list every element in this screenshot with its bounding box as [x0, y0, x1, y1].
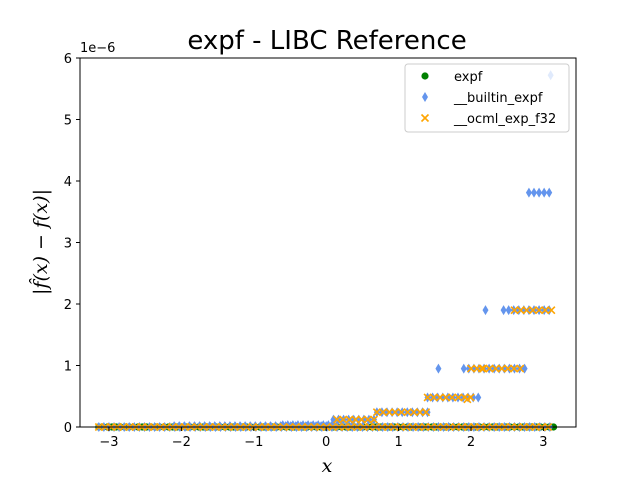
data-point	[500, 305, 507, 316]
y-tick-label: 4	[64, 175, 72, 190]
data-point	[531, 187, 538, 198]
y-tick-label: 6	[64, 52, 72, 67]
data-point	[372, 408, 381, 417]
data-point	[435, 363, 442, 374]
data-point	[466, 364, 476, 373]
data-point	[516, 306, 525, 315]
y-axis: 0 1 2 3 4 5 6	[64, 52, 80, 436]
x-tick-label: 3	[539, 435, 547, 450]
x-tick-label: −3	[99, 435, 118, 450]
legend-label: __builtin_expf	[453, 91, 543, 106]
data-point	[391, 408, 400, 417]
x-axis-label: x	[322, 455, 333, 477]
legend-box	[404, 63, 570, 133]
data-point	[516, 364, 525, 373]
data-point	[485, 364, 494, 373]
legend-marker	[422, 92, 428, 102]
y-tick-label: 2	[64, 298, 72, 313]
y-tick-label: 5	[64, 114, 72, 129]
data-point	[460, 363, 467, 374]
data-point	[369, 415, 379, 424]
x-axis: −3 −2 −1 0 1 2 3	[99, 427, 548, 450]
x-tick-label: 0	[322, 435, 330, 450]
data-point	[345, 415, 354, 424]
data-point	[415, 408, 425, 417]
data-point	[463, 395, 472, 404]
legend-label: __ocml_exp_f32	[453, 112, 556, 127]
legend-item: __builtin_expf	[422, 91, 543, 106]
data-point	[536, 187, 543, 198]
legend: expf __builtin_expf __ocml_exp_f32	[404, 63, 570, 133]
data-point	[541, 187, 548, 198]
x-tick-label: 2	[467, 435, 475, 450]
data-point	[363, 415, 372, 424]
data-point	[497, 364, 506, 373]
data-point	[510, 364, 519, 373]
data-point	[339, 415, 348, 424]
y-axis-label: |f̂(x) − f(x)|	[29, 189, 52, 295]
data-point	[535, 306, 544, 315]
chart-title: expf - LIBC Reference	[187, 26, 466, 56]
data-point	[503, 364, 513, 373]
data-point	[409, 408, 418, 417]
data-point	[505, 305, 512, 316]
data-point	[351, 415, 360, 424]
legend-item: __ocml_exp_f32	[420, 112, 556, 127]
data-point	[525, 187, 532, 198]
legend-label: expf	[454, 70, 483, 85]
data-point	[378, 408, 388, 417]
legend-item: expf	[421, 70, 483, 85]
data-point	[547, 306, 556, 315]
data-point	[448, 393, 457, 402]
legend-marker	[421, 72, 429, 80]
data-point	[429, 393, 438, 402]
data-point	[403, 408, 412, 417]
y-tick-label: 3	[64, 237, 72, 252]
data-point	[522, 306, 531, 315]
legend-marker	[420, 113, 430, 123]
data-point	[482, 305, 489, 316]
x-tick-label: −1	[244, 435, 263, 450]
data-point	[422, 408, 431, 417]
data-point	[477, 364, 486, 373]
data-point	[510, 306, 519, 315]
data-point	[475, 392, 482, 403]
data-point	[435, 393, 444, 402]
data-point	[454, 393, 463, 402]
x-tick-label: −2	[172, 435, 191, 450]
data-point	[470, 392, 477, 403]
data-point	[491, 364, 500, 373]
data-point	[528, 306, 537, 315]
y-offset-label: 1e−6	[80, 41, 115, 56]
data-point	[385, 408, 394, 417]
data-point	[423, 393, 432, 402]
data-point	[479, 364, 488, 373]
data-point	[546, 187, 553, 198]
data-point	[541, 306, 550, 315]
data-point	[465, 363, 472, 374]
y-tick-label: 1	[64, 360, 72, 375]
data-point	[397, 408, 406, 417]
data-point	[441, 393, 451, 402]
x-tick-label: 1	[394, 435, 402, 450]
y-tick-label: 0	[64, 421, 72, 436]
data-point	[357, 415, 366, 424]
data-point	[332, 415, 342, 424]
